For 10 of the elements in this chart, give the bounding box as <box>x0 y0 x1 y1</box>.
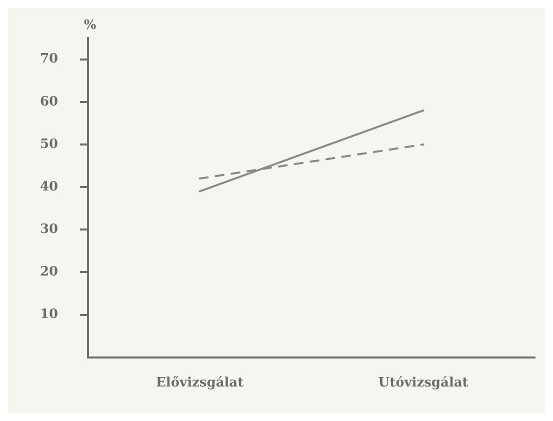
y-tick-label: 40 <box>40 179 58 194</box>
x-tick-label: Utóvizsgálat <box>378 376 468 391</box>
y-tick-label: 20 <box>40 264 58 280</box>
y-tick-label: 60 <box>40 94 58 110</box>
y-tick-label: 30 <box>40 222 58 238</box>
y-tick-label: 50 <box>40 136 58 152</box>
y-tick-label: 10 <box>40 307 58 322</box>
y-axis-title: % <box>84 18 97 33</box>
x-tick-label: Elővizsgálat <box>156 376 244 391</box>
y-tick-label: 70 <box>40 52 58 67</box>
